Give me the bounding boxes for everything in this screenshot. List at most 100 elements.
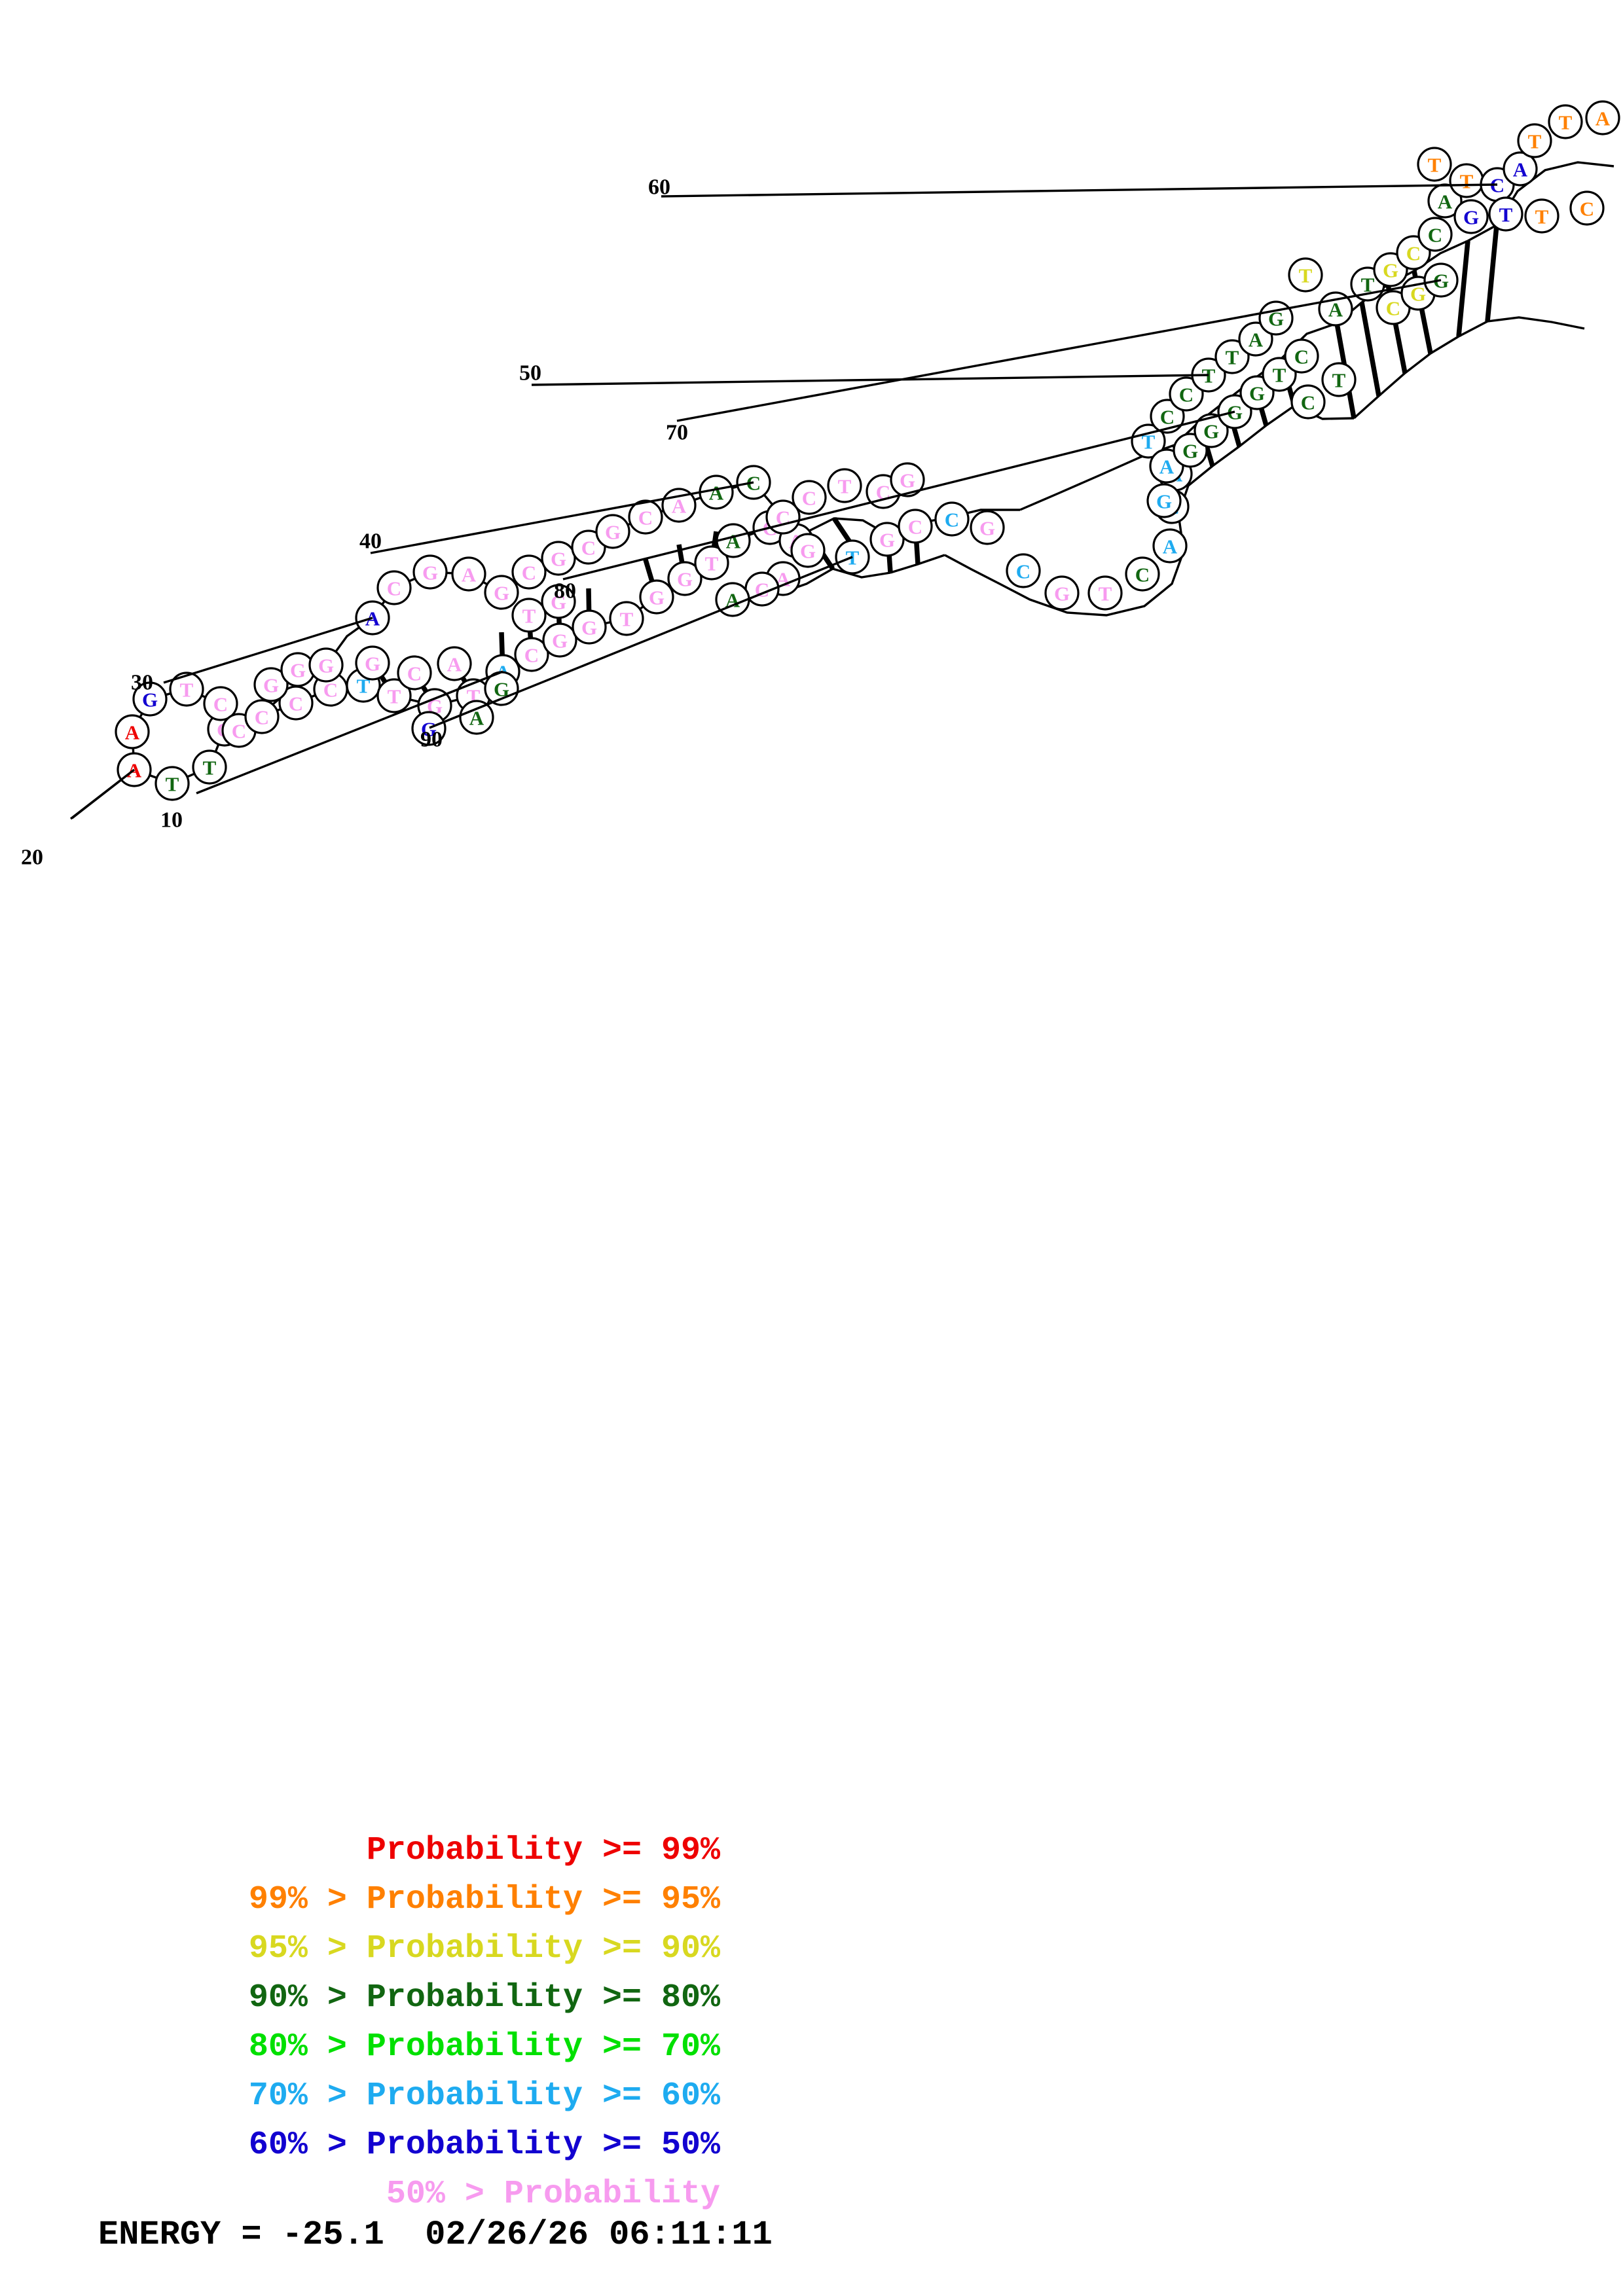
svg-text:T: T [1535, 206, 1549, 228]
nt-T[interactable]: T [1488, 196, 1523, 232]
position-label-40: 40 [359, 529, 382, 554]
nt-C[interactable]: C [514, 637, 549, 672]
nt-T[interactable]: T [1449, 163, 1484, 198]
svg-text:G: G [1203, 420, 1219, 443]
nt-A[interactable]: A [1238, 321, 1273, 357]
nt-G[interactable]: G [595, 514, 630, 549]
svg-text:T: T [1273, 364, 1286, 387]
nt-C[interactable]: C [1290, 384, 1326, 420]
nt-G[interactable]: G [1453, 199, 1489, 234]
svg-text:T: T [357, 675, 371, 698]
nt-T[interactable]: T [827, 468, 862, 503]
nt-A[interactable]: A [1152, 528, 1188, 564]
svg-text:T: T [522, 605, 536, 628]
nt-G[interactable]: G [308, 647, 344, 683]
nt-G[interactable]: G [412, 554, 448, 590]
nt-G[interactable]: G [890, 462, 925, 497]
nt-G[interactable]: G [572, 609, 607, 645]
nt-A[interactable]: A [115, 714, 150, 749]
nt-G[interactable]: G [667, 561, 702, 596]
nt-T[interactable]: T [511, 598, 547, 633]
nt-A[interactable]: A [1503, 151, 1538, 187]
nt-C[interactable]: C [1569, 190, 1605, 226]
nt-C[interactable]: C [397, 655, 432, 691]
nt-G[interactable]: G [484, 575, 519, 610]
nt-G[interactable]: G [1258, 300, 1294, 336]
svg-text:C: C [1406, 242, 1421, 265]
nt-A[interactable]: A [451, 556, 486, 592]
nt-G[interactable]: G [253, 667, 289, 702]
nt-A[interactable]: A [1585, 100, 1620, 135]
nt-T[interactable]: T [1524, 198, 1559, 234]
nt-A[interactable]: A [1427, 183, 1463, 219]
nt-T[interactable]: T [1131, 423, 1166, 459]
nt-C[interactable]: C [1169, 376, 1204, 412]
nt-A[interactable]: A [437, 646, 472, 681]
svg-text:A: A [447, 653, 462, 676]
nt-G[interactable]: G [411, 711, 447, 746]
position-label-70: 70 [666, 421, 688, 445]
nt-G[interactable]: G [542, 622, 577, 658]
nt-T[interactable]: T [1214, 339, 1250, 374]
nt-C[interactable]: C [1417, 217, 1453, 252]
nt-A[interactable]: T [1417, 147, 1452, 182]
nt-T[interactable]: T [192, 749, 227, 785]
nt-T[interactable]: T [1517, 123, 1552, 158]
nt-C[interactable]: C [792, 480, 827, 515]
nt-C[interactable]: C [898, 509, 933, 544]
position-label-90: 90 [420, 728, 443, 752]
nt-G[interactable]: G [132, 681, 168, 717]
nt-T[interactable]: T [1321, 362, 1357, 397]
svg-text:C: C [1160, 406, 1175, 429]
nt-G[interactable]: G [869, 522, 905, 557]
nt-C[interactable]: C [376, 570, 412, 605]
nt-A[interactable]: A [699, 475, 734, 510]
svg-text:T: T [838, 475, 852, 498]
nt-C[interactable]: C [511, 554, 547, 590]
svg-text:T: T [1361, 274, 1375, 296]
nt-C[interactable]: C [571, 529, 606, 565]
svg-text:G: G [677, 568, 693, 591]
svg-text:C: C [232, 720, 246, 743]
nt-G[interactable]: G [280, 652, 316, 687]
svg-text:G: G [494, 582, 509, 605]
svg-text:G: G [1054, 583, 1070, 605]
svg-text:G: G [290, 659, 306, 682]
nt-G[interactable]: G [639, 579, 674, 615]
nt-G[interactable]: G [790, 533, 826, 568]
nt-T[interactable]: T [1087, 575, 1123, 611]
nt-G[interactable]: G [1194, 413, 1229, 448]
nt-G[interactable]: G [1044, 575, 1080, 611]
svg-text:A: A [1249, 329, 1264, 351]
position-label-50: 50 [519, 361, 541, 386]
svg-text:G: G [318, 655, 334, 677]
nt-C[interactable]: C [1150, 399, 1185, 434]
base-pair-lines [224, 224, 1499, 733]
position-label-20: 20 [21, 846, 43, 870]
nt-T[interactable]: T [1548, 104, 1583, 139]
svg-text:G: G [421, 718, 437, 741]
nt-T[interactable]: T [1288, 257, 1323, 293]
nt-C[interactable]: C [1284, 338, 1319, 374]
nt-G[interactable]: G [355, 645, 390, 681]
nt-C[interactable]: C [1125, 556, 1160, 592]
nt-T[interactable]: T [609, 601, 644, 636]
nt-T[interactable]: T [694, 545, 729, 581]
nt-C[interactable]: C [628, 499, 663, 535]
nt-A[interactable]: A [459, 700, 494, 735]
nt-T[interactable]: T [169, 672, 204, 707]
nt-G[interactable]: G [1146, 483, 1182, 518]
svg-text:T: T [166, 773, 179, 796]
nt-T[interactable]: T [155, 766, 190, 801]
nt-C[interactable]: C [934, 501, 970, 537]
nt-C[interactable]: C [203, 686, 238, 721]
nt-G[interactable]: G [970, 510, 1005, 545]
nt-T[interactable]: T [376, 678, 412, 713]
nt-C[interactable]: C [244, 699, 280, 734]
svg-text:G: G [142, 689, 158, 711]
nt-G[interactable]: G [541, 541, 576, 576]
nt-C[interactable]: C [1006, 553, 1041, 588]
svg-text:C: C [1294, 346, 1309, 368]
nt-G[interactable]: G [541, 584, 576, 619]
